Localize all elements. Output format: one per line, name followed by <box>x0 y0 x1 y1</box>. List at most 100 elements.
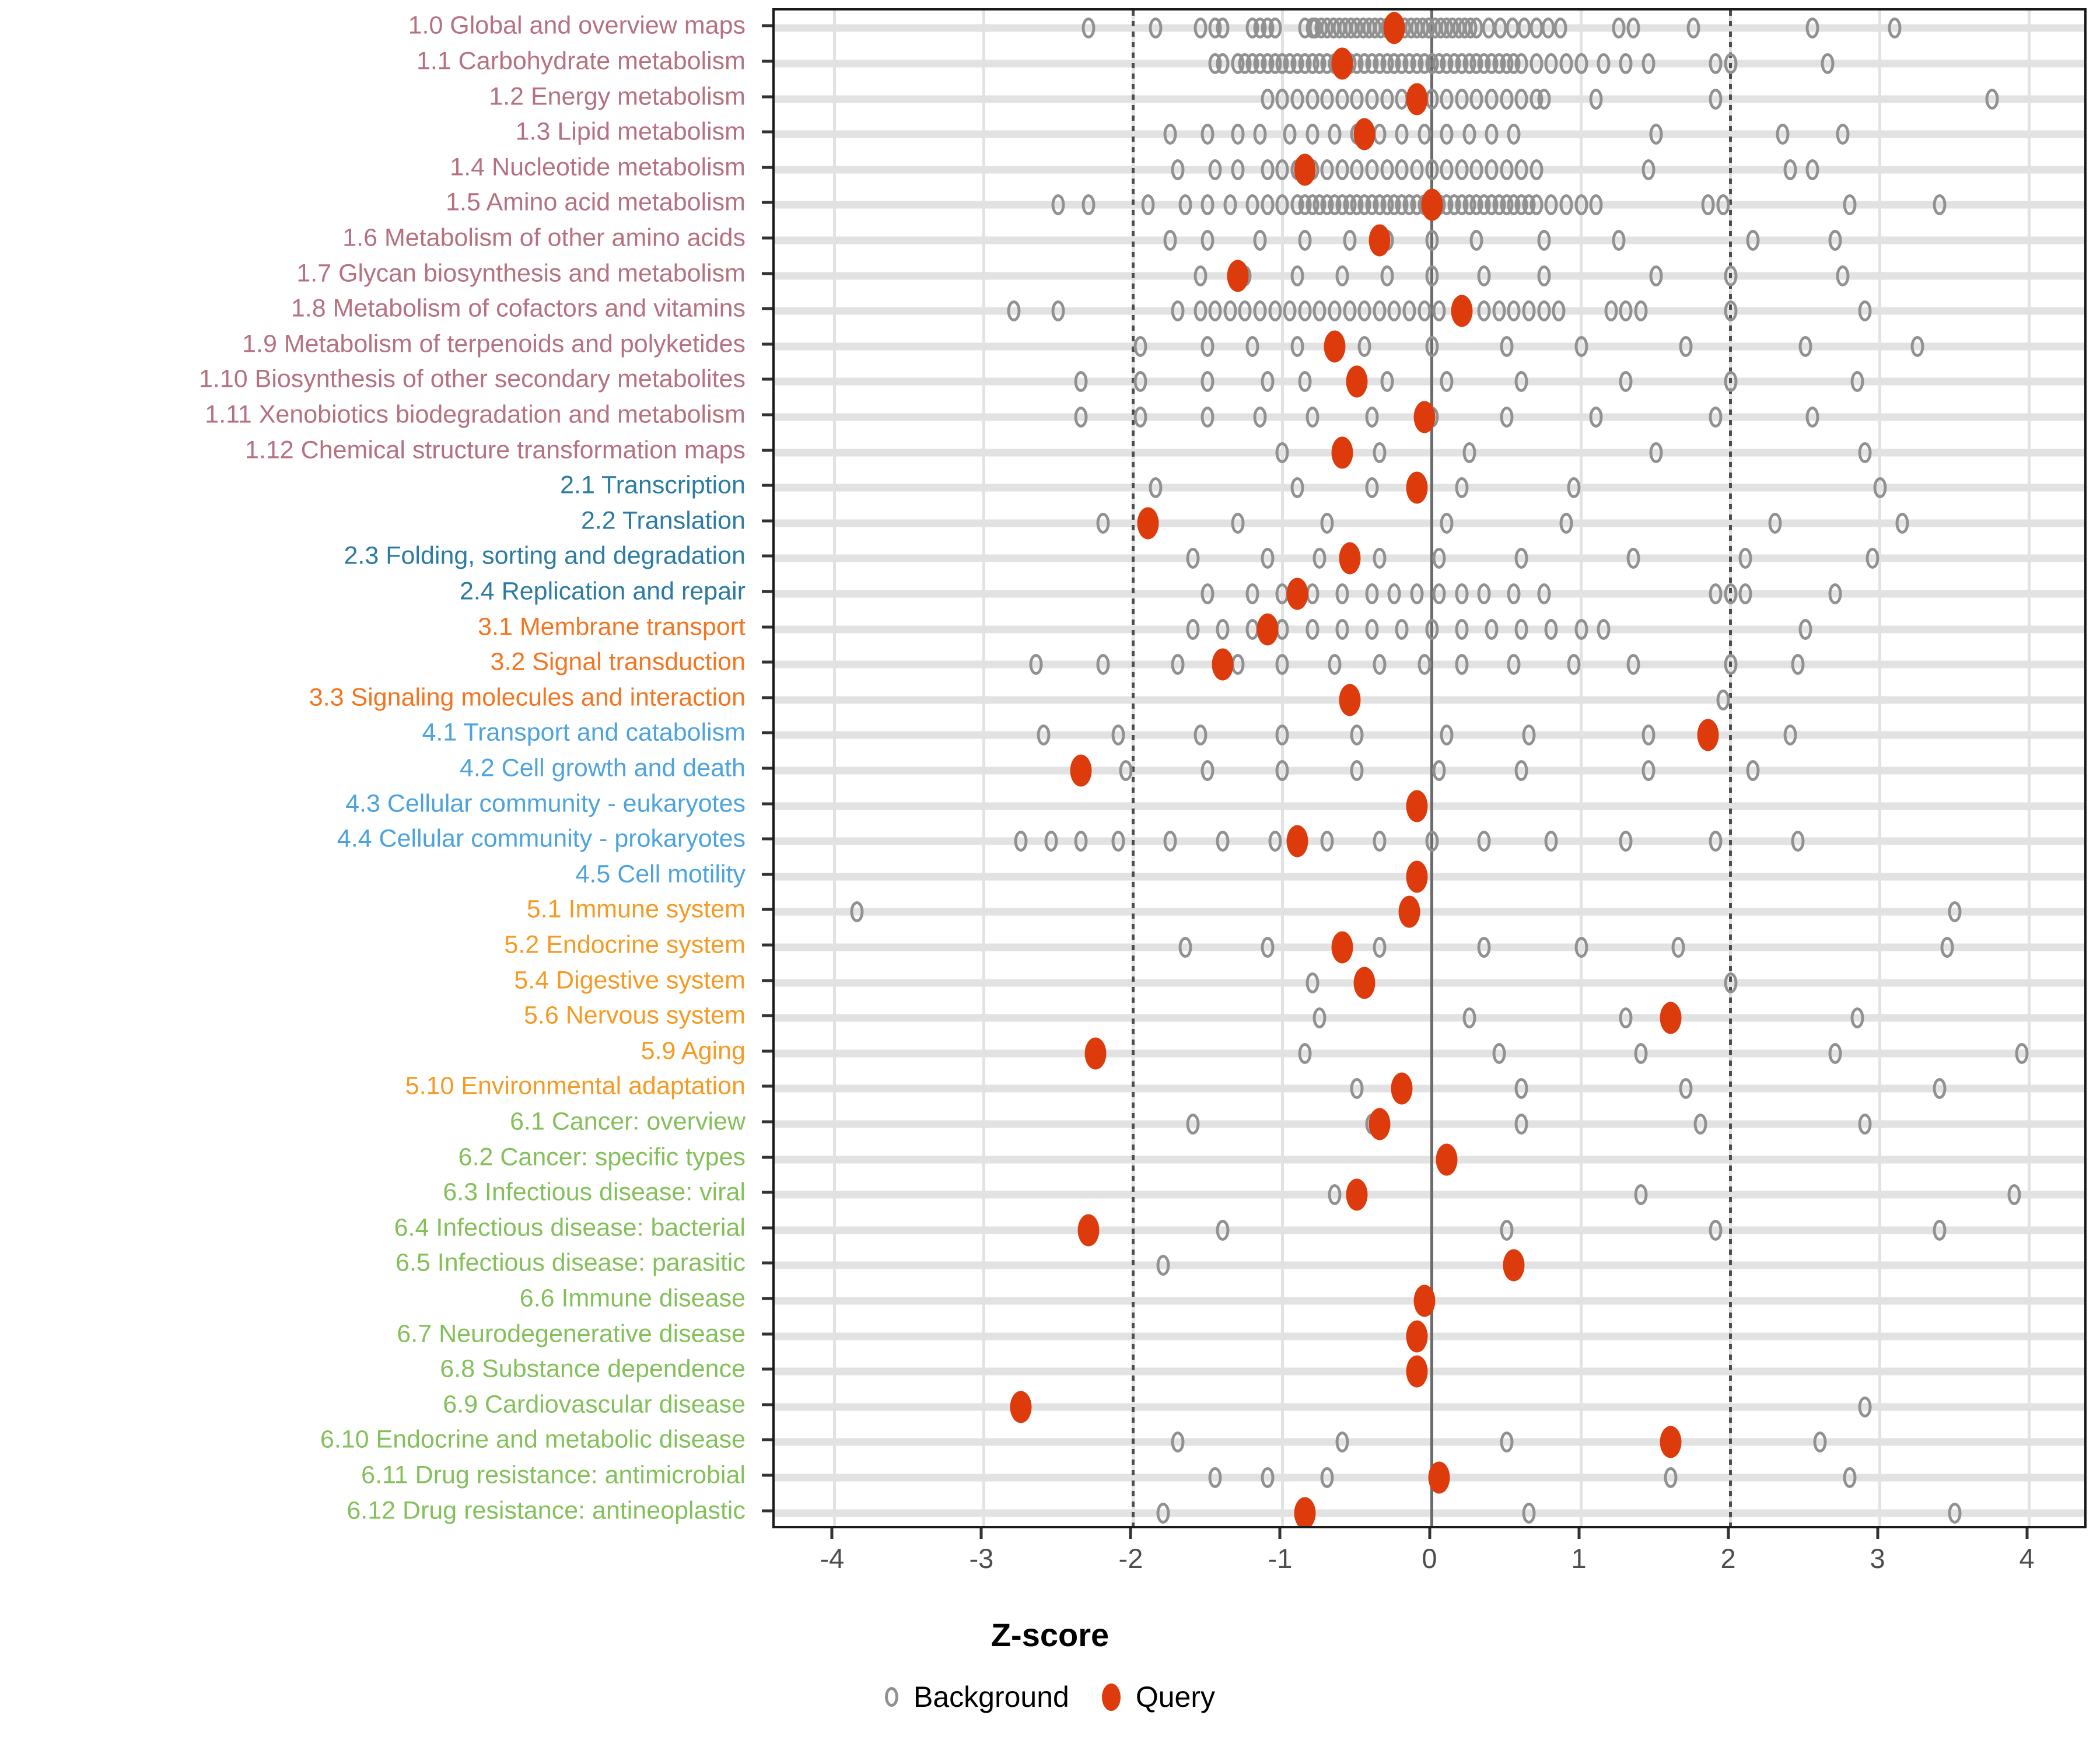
background-point <box>1328 300 1342 322</box>
query-point <box>1451 295 1473 327</box>
background-point <box>1312 548 1326 569</box>
legend-item-query[interactable]: Query <box>1101 1680 1216 1714</box>
background-point <box>1343 300 1357 322</box>
background-point <box>1074 406 1088 428</box>
background-point <box>1320 88 1334 110</box>
background-point <box>1298 300 1312 322</box>
background-point <box>1933 1219 1947 1241</box>
background-point <box>1455 88 1469 110</box>
background-point <box>1440 512 1454 534</box>
background-point <box>2007 1184 2021 1206</box>
background-point <box>1290 477 1304 499</box>
background-point <box>1149 18 1163 39</box>
background-point <box>1149 477 1163 499</box>
background-point <box>1200 760 1214 781</box>
background-point <box>1268 18 1282 39</box>
y-axis-tick-label: 3.2 Signal transduction <box>490 648 746 676</box>
x-axis-tick-label: 2 <box>1720 1543 1736 1574</box>
background-point <box>1425 229 1438 251</box>
background-point <box>1746 229 1760 251</box>
y-axis-tick-mark <box>762 519 772 523</box>
background-point <box>1387 300 1401 322</box>
background-point <box>1261 194 1275 216</box>
background-point <box>1895 512 1909 534</box>
y-axis-tick-mark <box>762 413 772 416</box>
legend-item-background[interactable]: Background <box>884 1680 1069 1714</box>
background-point <box>1320 831 1334 852</box>
background-point <box>1395 618 1409 640</box>
background-point <box>1619 52 1633 74</box>
background-point <box>1365 618 1379 640</box>
background-point <box>1716 689 1730 710</box>
y-axis-tick-mark <box>762 1156 772 1159</box>
background-point <box>1634 300 1648 322</box>
background-point <box>1365 159 1379 180</box>
grid-row-line <box>775 1438 2084 1446</box>
grid-row-line <box>775 484 2084 492</box>
grid-row-line <box>775 1049 2084 1058</box>
y-axis-tick-mark <box>762 1367 772 1371</box>
y-axis-tick-mark <box>762 377 772 381</box>
background-point <box>1350 760 1364 781</box>
background-point <box>1619 1007 1633 1029</box>
legend-label-query: Query <box>1135 1681 1216 1713</box>
background-point <box>1574 335 1588 357</box>
background-point <box>1425 335 1438 357</box>
y-axis-tick-label: 6.3 Infectious disease: viral <box>443 1178 746 1206</box>
background-point <box>1306 972 1320 993</box>
query-point <box>1339 542 1361 575</box>
background-point <box>1171 159 1185 180</box>
y-axis-tick-mark <box>762 837 772 841</box>
y-axis-tick-mark <box>762 1332 772 1336</box>
grid-row-line <box>775 1261 2084 1269</box>
background-point <box>1462 442 1476 463</box>
background-point <box>1208 159 1222 180</box>
background-point <box>1350 159 1364 180</box>
y-axis-tick-mark <box>762 1014 772 1017</box>
query-point <box>1660 1426 1682 1458</box>
background-point <box>1320 512 1334 534</box>
background-point <box>2015 1042 2029 1064</box>
background-point <box>1253 124 1267 145</box>
background-point <box>1373 831 1387 852</box>
background-point <box>1791 654 1805 676</box>
background-point <box>1343 229 1357 251</box>
background-point <box>1634 1184 1648 1206</box>
background-point <box>1469 159 1483 180</box>
background-point <box>1335 88 1349 110</box>
x-axis-tick-mark <box>1727 1528 1730 1539</box>
y-axis-tick-label: 4.3 Cellular community - eukaryotes <box>345 789 746 818</box>
background-point <box>1701 194 1715 216</box>
query-point <box>1413 1284 1436 1317</box>
background-point <box>1485 88 1499 110</box>
y-axis-tick-label: 1.1 Carbohydrate metabolism <box>416 47 746 75</box>
background-point <box>1200 371 1214 393</box>
y-axis-tick-label: 1.8 Metabolism of cofactors and vitamins <box>290 294 746 323</box>
query-point <box>1346 1178 1368 1211</box>
background-point <box>1873 477 1887 499</box>
background-point <box>1014 831 1028 852</box>
grid-row-line <box>775 1226 2084 1234</box>
background-point <box>1455 654 1469 676</box>
background-point <box>1163 229 1177 251</box>
background-point <box>1940 937 1954 958</box>
background-point <box>1044 831 1058 852</box>
y-axis-tick-label: 6.6 Immune disease <box>519 1284 746 1312</box>
background-point <box>1649 265 1663 286</box>
background-point <box>1858 442 1872 463</box>
background-point <box>1440 124 1454 145</box>
background-point <box>1866 548 1880 569</box>
grid-row-line <box>775 696 2084 704</box>
background-point <box>1709 52 1723 74</box>
background-point <box>1223 300 1237 322</box>
background-point <box>1275 760 1289 781</box>
background-point <box>1709 1219 1723 1241</box>
background-point <box>1096 512 1110 534</box>
background-point <box>1306 124 1320 145</box>
background-point <box>1074 831 1088 852</box>
background-point <box>1514 548 1528 569</box>
background-point <box>1709 831 1723 852</box>
grid-row-line <box>775 943 2084 951</box>
background-point <box>1948 901 1962 923</box>
background-point <box>1306 618 1320 640</box>
